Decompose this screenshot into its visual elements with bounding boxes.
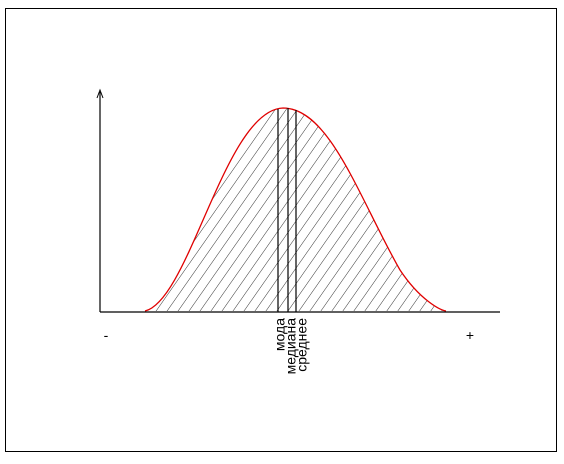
- median-label: медиана: [283, 318, 299, 375]
- y-axis-arrow: [96, 88, 104, 99]
- minus-label: -: [104, 327, 109, 343]
- mean-label: среднее: [294, 318, 310, 372]
- mode-label: мода: [272, 318, 288, 351]
- distribution-curve: [144, 107, 447, 312]
- plus-label: +: [466, 327, 474, 343]
